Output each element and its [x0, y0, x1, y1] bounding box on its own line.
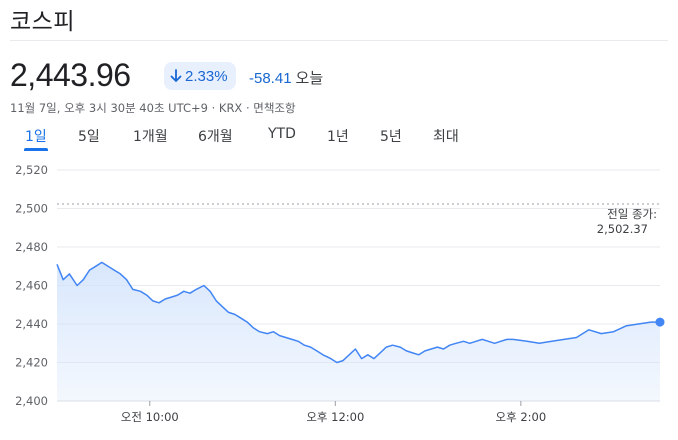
- y-tick-label: 2,420: [15, 356, 48, 370]
- y-tick-label: 2,440: [15, 317, 48, 331]
- y-tick-label: 2,400: [15, 394, 48, 408]
- y-tick-label: 2,520: [15, 163, 48, 177]
- y-tick-label: 2,460: [15, 279, 48, 293]
- change-absolute-value: -58.41: [249, 70, 292, 87]
- previous-close-value: 2,502.37: [597, 222, 648, 236]
- price-line: [56, 261, 660, 364]
- change-percent: 2.33%: [185, 67, 228, 85]
- change-period: 오늘: [295, 69, 324, 87]
- x-tick-label: 오전 10:00: [121, 410, 179, 424]
- x-axis: 오전 10:00 오후 12:00 오후 2:00: [121, 401, 546, 424]
- tab-max[interactable]: 최대: [433, 129, 459, 145]
- price-area: [57, 262, 660, 401]
- y-tick-label: 2,500: [15, 202, 48, 216]
- x-tick-label: 오후 2:00: [496, 410, 547, 424]
- tab-6m[interactable]: 6개월: [198, 129, 233, 145]
- current-price: 2,443.96: [10, 57, 131, 93]
- tab-1m[interactable]: 1개월: [133, 129, 168, 145]
- page-title: 코스피: [10, 9, 75, 35]
- previous-close-label: 전일 종가:: [607, 207, 657, 221]
- tab-ytd[interactable]: YTD: [268, 126, 296, 142]
- change-percent-badge: 2.33%: [164, 62, 236, 90]
- y-tick-label: 2,480: [15, 240, 48, 254]
- arrow-down-icon: [170, 69, 182, 83]
- header-divider: [10, 40, 668, 41]
- x-tick-label: 오후 12:00: [306, 410, 364, 424]
- change-absolute: -58.41 오늘: [249, 67, 323, 88]
- y-axis: 2,520 2,500 2,480 2,460 2,440 2,420 2,400: [15, 163, 48, 408]
- tab-1y[interactable]: 1년: [327, 129, 349, 145]
- tab-1d[interactable]: 1일: [25, 129, 47, 145]
- range-tabs: 1일 5일 1개월 6개월 YTD 1년 5년 최대: [0, 124, 678, 151]
- last-price-dot[interactable]: [655, 317, 665, 327]
- tab-5y[interactable]: 5년: [380, 129, 402, 145]
- quote-meta: 11월 7일, 오후 3시 30분 40초 UTC+9 · KRX · 면책조항: [10, 101, 296, 115]
- active-tab-indicator: [24, 148, 48, 151]
- tab-5d[interactable]: 5일: [78, 129, 100, 145]
